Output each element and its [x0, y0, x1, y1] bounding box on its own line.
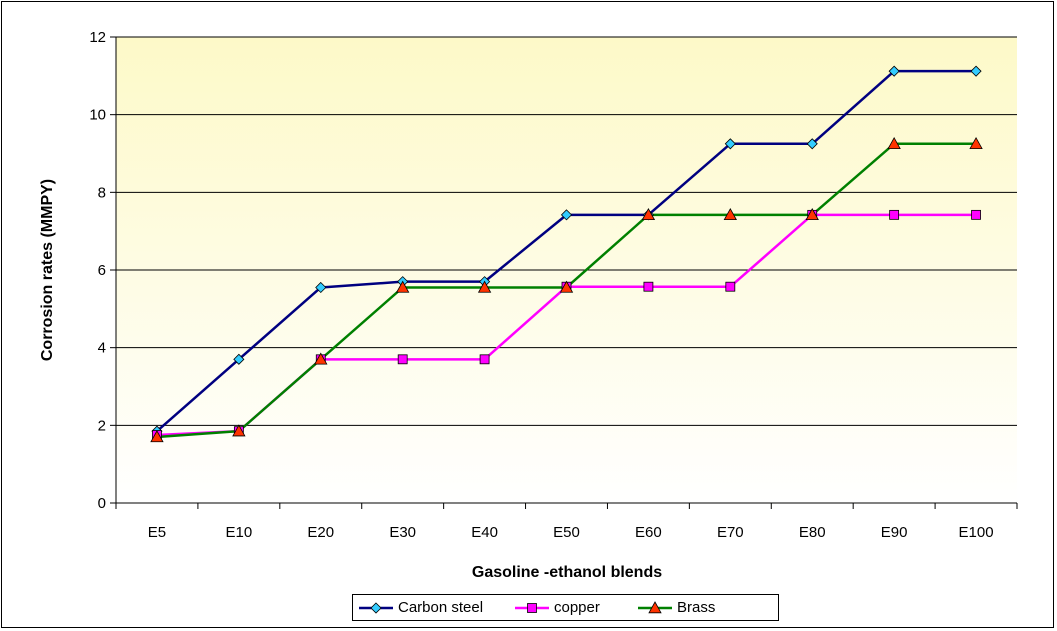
x-tick-label: E50: [553, 524, 580, 541]
legend-marker-brass: [648, 600, 662, 613]
x-axis-title: Gasoline -ethanol blends: [472, 564, 662, 581]
legend-label: copper: [554, 599, 600, 616]
y-tick-label: 0: [98, 495, 106, 512]
data-point-brass: [969, 136, 983, 149]
y-tick-label: 2: [98, 417, 106, 434]
data-point-carbon-steel: [233, 353, 245, 365]
legend-label: Brass: [677, 599, 716, 616]
legend-marker-copper: [527, 602, 537, 613]
legend-item-copper: copper: [513, 595, 600, 620]
x-tick-label: E30: [389, 524, 416, 541]
series-markers: [150, 65, 983, 443]
x-tick-label: E80: [799, 524, 826, 541]
legend-swatch-brass: [638, 600, 672, 613]
x-tick-label: E5: [148, 524, 166, 541]
legend-item-carbon-steel: Carbon steel: [357, 595, 483, 620]
x-tick-label: E70: [717, 524, 744, 541]
data-point-carbon-steel: [315, 281, 327, 294]
y-tick-label: 8: [98, 184, 106, 201]
data-point-carbon-steel: [560, 209, 573, 221]
data-point-copper: [971, 209, 981, 220]
legend-item-brass: Brass: [636, 595, 715, 620]
axes: [115, 37, 1018, 509]
y-tick-label: 6: [98, 262, 106, 279]
data-point-brass: [887, 136, 901, 149]
x-tick-label: E90: [881, 524, 908, 541]
legend-label: Carbon steel: [398, 599, 484, 616]
legend-marker-carbon-steel: [370, 601, 382, 614]
data-point-carbon-steel: [806, 138, 818, 150]
data-point-carbon-steel: [724, 138, 736, 150]
legend-swatch-copper: [515, 602, 549, 613]
data-point-copper: [397, 354, 408, 365]
data-point-copper: [479, 354, 490, 365]
data-point-brass: [396, 280, 410, 293]
data-point-brass: [232, 424, 246, 437]
legend: Carbon steel copper Brass: [352, 594, 779, 621]
x-tick-label: E10: [226, 524, 253, 541]
data-point-carbon-steel: [888, 65, 900, 77]
data-point-copper: [889, 209, 900, 220]
data-point-brass: [314, 352, 328, 365]
x-tick-label: E40: [471, 524, 498, 541]
x-tick-label: E20: [307, 524, 334, 541]
y-tick-label: 12: [89, 29, 106, 46]
y-tick-labels: 0 2 4 6 8 10 12: [89, 29, 106, 512]
data-point-brass: [641, 208, 656, 221]
x-tick-label: E60: [635, 524, 662, 541]
y-tick-label: 10: [89, 107, 106, 124]
data-point-brass: [723, 208, 737, 221]
data-point-copper: [725, 281, 736, 292]
legend-swatch-carbon-steel: [359, 601, 393, 614]
data-point-brass: [477, 280, 492, 293]
gridlines: [110, 36, 1017, 504]
x-tick-label: E100: [959, 524, 994, 541]
data-point-brass: [805, 208, 819, 221]
data-point-brass: [150, 430, 164, 443]
y-axis-title: Corrosion rates (MMPY): [39, 179, 56, 361]
data-point-copper: [643, 281, 654, 292]
x-tick-labels: E5 E10 E20 E30 E40 E50 E60 E70 E80 E90 E100: [148, 524, 994, 541]
data-point-carbon-steel: [970, 65, 982, 77]
data-point-brass: [559, 280, 574, 293]
y-tick-label: 4: [98, 340, 106, 357]
